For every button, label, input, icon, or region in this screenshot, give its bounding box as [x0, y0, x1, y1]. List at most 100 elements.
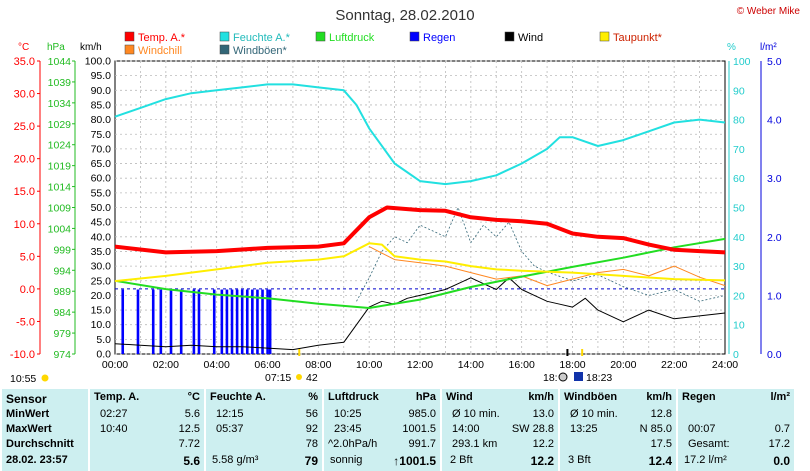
gusts-bft: 3 Bft	[568, 454, 591, 466]
wind-tick-label: 95.0	[91, 70, 112, 82]
pressure-tick-label: 1034	[48, 98, 72, 110]
humidity-tick-label: 0	[733, 349, 739, 361]
stats-temp-column: Temp. A. °C 02:27 5.6 10:40 12.5 7.72 5.6	[90, 389, 204, 471]
temp-max-time: 10:40	[100, 423, 128, 435]
temp-tick-label: 10.0	[14, 219, 35, 231]
temp-tick-label: 35.0	[14, 56, 35, 68]
sunrise-icon	[296, 374, 302, 380]
wind-tick-label: 80.0	[91, 114, 112, 126]
legend-swatch	[219, 44, 230, 55]
wind-avg-label: Ø 10 min.	[452, 408, 500, 420]
pressure-tick-label: 999	[53, 244, 71, 256]
pressure-max-time: 23:45	[334, 423, 362, 435]
chart-title: Sonntag, 28.02.2010	[335, 7, 474, 24]
stats-rain-column: Regen l/m² 00:07 0.7 Gesamt: 17.2 17.2 l/m²…	[678, 389, 794, 471]
rain-tick-label: 5.0	[767, 56, 782, 68]
stats-max-label: MaxWert	[6, 423, 52, 435]
copyright-label: © Weber Mike	[737, 6, 801, 17]
humidity-avg: 78	[305, 438, 318, 450]
rain-total: 17.2	[768, 438, 790, 450]
pressure-min-time: 10:25	[334, 408, 362, 420]
moon-icon	[558, 372, 568, 382]
rain-total-label: Gesamt:	[688, 438, 730, 450]
stats-labels-column: Sensor MinWert MaxWert Durchschnitt 28.0…	[2, 389, 88, 471]
rain-bar	[151, 289, 155, 354]
wind-tick-label: 15.0	[91, 305, 112, 317]
humidity-min: 56	[305, 408, 318, 420]
legend-label: Regen	[423, 32, 455, 44]
temp-tick-label: 30.0	[14, 89, 35, 101]
humidity-current: 79	[304, 454, 318, 468]
time-tick-label: 06:00	[254, 359, 280, 371]
pressure-current: ↑1001.5	[393, 454, 436, 468]
moon-time-label: 10:55	[10, 373, 36, 385]
rain-bar	[268, 289, 272, 354]
gusts-avg-label: Ø 10 min.	[570, 408, 618, 420]
stats-humidity-column: Feuchte A.% 12:15 56 05:37 92 78 5.58 g/m³…	[206, 389, 322, 471]
rain-rate: 17.2 l/m²	[684, 454, 727, 466]
rain-bar	[197, 289, 201, 354]
rain-bar	[220, 289, 224, 354]
wind-tick-label: 75.0	[91, 129, 112, 141]
wind-tick-label: 90.0	[91, 85, 112, 97]
temp-tick-label: -10.0	[10, 349, 35, 361]
wind-header: Wind	[446, 391, 473, 403]
rain-current: 0.0	[773, 454, 790, 468]
pressure-tick-label: 1029	[48, 119, 72, 131]
time-tick-label: 18:00	[559, 359, 585, 371]
rain-bar	[136, 289, 140, 354]
time-tick-label: 20:00	[610, 359, 636, 371]
humidity-abs: 5.58 g/m³	[212, 454, 259, 466]
gusts-avg: 12.8	[650, 408, 672, 420]
temp-tick-label: 0.0	[20, 284, 35, 296]
temp-min: 5.6	[184, 408, 200, 420]
rain-tick-label: 2.0	[767, 232, 782, 244]
rain-bar	[225, 289, 229, 354]
wind-header-unit: km/h	[528, 391, 554, 403]
rain-unit-label: l/m²	[760, 42, 777, 53]
series-line-temp-a	[114, 205, 726, 255]
time-tick-label: 04:00	[204, 359, 230, 371]
humidity-tick-label: 60	[733, 173, 745, 185]
rain-bar	[235, 289, 239, 354]
humidity-tick-label: 50	[733, 203, 745, 215]
pressure-tick-label: 1009	[48, 203, 72, 215]
legend-swatch	[315, 31, 326, 42]
temp-header: Temp. A.	[94, 391, 140, 403]
time-tick-label: 14:00	[458, 359, 484, 371]
legend-label: Luftdruck	[329, 32, 375, 44]
humidity-tick-label: 30	[733, 261, 745, 273]
wind-tick-label: 25.0	[91, 275, 112, 287]
rain-bar	[266, 289, 269, 354]
rain-tick-label: 3.0	[767, 173, 782, 185]
wind-tick-label: 70.0	[91, 143, 112, 155]
legend-label: Feuchte A.*	[233, 32, 291, 44]
pressure-trend: ^2.0hPa/h	[328, 438, 378, 450]
humidity-tick-label: 40	[733, 232, 745, 244]
gusts-max-time: 13:25	[570, 423, 598, 435]
legend-swatch	[599, 31, 610, 42]
rain-bar	[251, 289, 254, 354]
pressure-tick-label: 1014	[48, 182, 72, 194]
time-tick-label: 00:00	[102, 359, 128, 371]
stats-sensor-label: Sensor	[6, 392, 47, 406]
humidity-min-time: 12:15	[216, 408, 244, 420]
sunset-icon	[574, 372, 583, 381]
temp-tick-label: 25.0	[14, 121, 35, 133]
humidity-tick-label: 90	[733, 85, 745, 97]
rain-bar	[261, 289, 264, 354]
time-tick-label: 24:00	[712, 359, 738, 371]
pressure-tick-label: 994	[53, 265, 71, 277]
pressure-header: Luftdruck	[328, 391, 379, 403]
wind-tick-label: 65.0	[91, 158, 112, 170]
legend-label: Windböen*	[233, 45, 288, 57]
wind-tick-label: 85.0	[91, 99, 112, 111]
wind-tick-label: 30.0	[91, 261, 112, 273]
temp-tick-label: 15.0	[14, 186, 35, 198]
sunrise-extra-label: 42	[306, 372, 318, 384]
rain-bar	[240, 289, 244, 354]
pressure-min: 985.0	[408, 408, 436, 420]
rain-header-unit: l/m²	[770, 391, 790, 403]
series-line-luftdruck	[114, 237, 726, 309]
humidity-tick-label: 80	[733, 115, 745, 127]
